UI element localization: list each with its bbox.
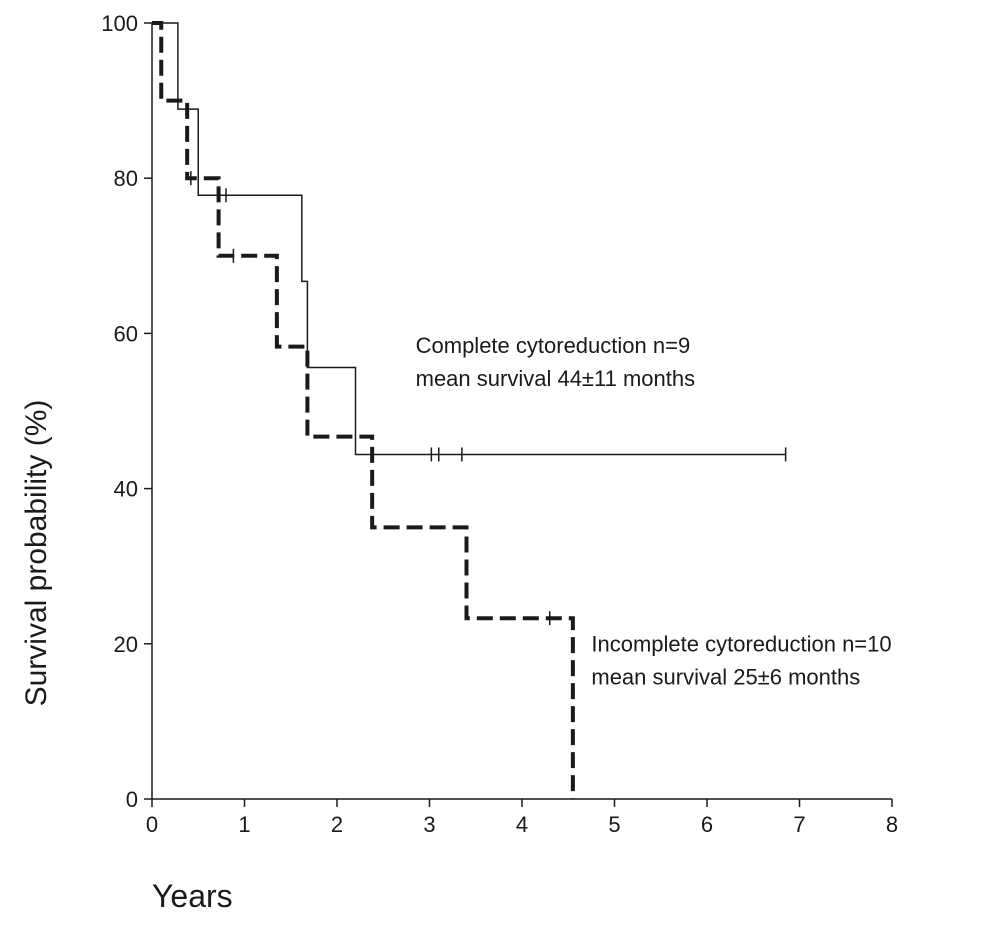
x-tick-label-8: 8	[886, 812, 898, 837]
y-tick-label-40: 40	[114, 477, 138, 502]
y-tick-label-60: 60	[114, 321, 138, 346]
annotations: Complete cytoreduction n=9 mean survival …	[416, 333, 892, 690]
annotation-1-line-0: Incomplete cytoreduction n=10	[591, 632, 891, 657]
annotation-0-line-1: mean survival 44±11 months	[416, 366, 695, 391]
x-tick-label-3: 3	[423, 812, 435, 837]
survival-curves	[152, 21, 787, 799]
annotation-1: Incomplete cytoreduction n=10 mean surviv…	[591, 632, 891, 690]
y-tick-label-100: 100	[101, 11, 138, 36]
series-incomplete-line	[152, 21, 575, 799]
annotation-0: Complete cytoreduction n=9 mean survival …	[416, 333, 695, 391]
y-axis-label: Survival probability (%)	[20, 400, 53, 707]
x-tick-label-1: 1	[238, 812, 250, 837]
x-tick-label-0: 0	[146, 812, 158, 837]
x-axis-label: Years	[152, 878, 233, 914]
y-tick-label-20: 20	[114, 632, 138, 657]
x-tick-label-6: 6	[701, 812, 713, 837]
y-tick-label-0: 0	[126, 787, 138, 812]
x-tick-label-4: 4	[516, 812, 528, 837]
x-tick-label-7: 7	[793, 812, 805, 837]
annotation-1-line-1: mean survival 25±6 months	[591, 665, 860, 690]
axes: 0 20 40 60 80 100 0 1 2 3 4 5 6 7 8	[101, 11, 898, 837]
series-complete-line	[152, 22, 786, 456]
x-tick-label-2: 2	[331, 812, 343, 837]
y-tick-label-80: 80	[114, 166, 138, 191]
annotation-0-line-0: Complete cytoreduction n=9	[416, 333, 691, 358]
x-tick-label-5: 5	[608, 812, 620, 837]
